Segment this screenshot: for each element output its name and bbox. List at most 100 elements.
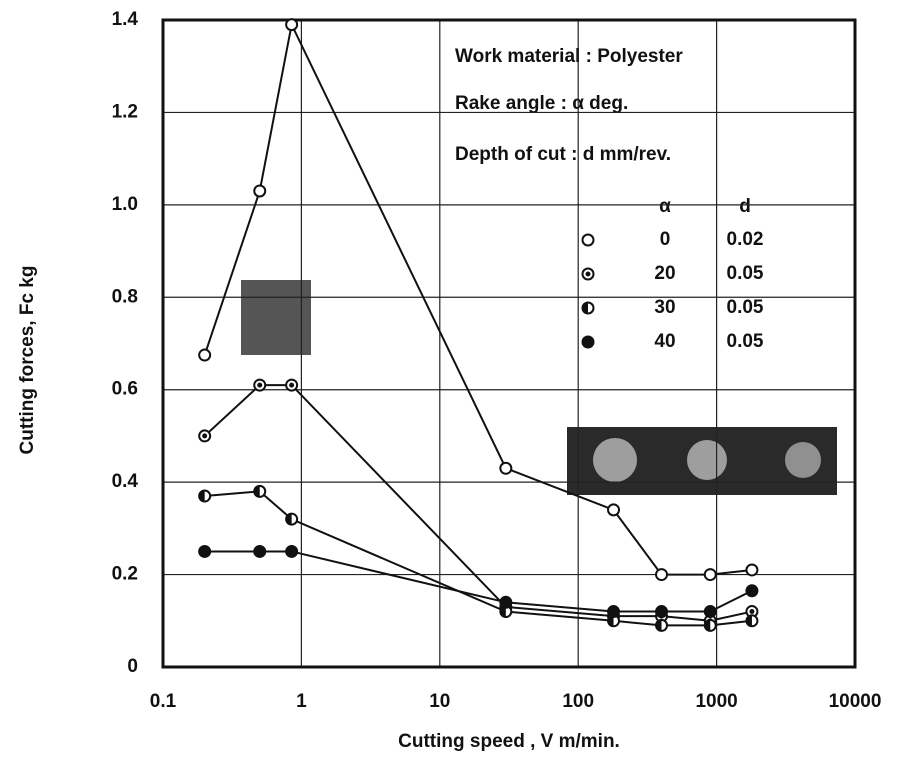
marker [198, 489, 212, 503]
x-tick-label: 10000 [829, 691, 882, 712]
marker-part [285, 18, 299, 32]
legend-label: 0.05 [727, 263, 764, 284]
marker-part [607, 605, 621, 619]
legend-header: d [739, 196, 751, 217]
legend-label: 30 [654, 297, 675, 318]
marker-part [581, 335, 595, 349]
legend-label: 40 [654, 331, 675, 352]
marker-part [253, 184, 267, 198]
marker [499, 461, 513, 475]
marker-part [202, 433, 208, 439]
series-line [203, 384, 753, 622]
marker-part [199, 490, 205, 502]
marker [253, 544, 267, 558]
marker [581, 301, 595, 315]
annotation: Work material : Polyester [455, 46, 683, 67]
marker-part [286, 513, 292, 525]
marker-part [745, 563, 759, 577]
marker [655, 618, 669, 632]
marker-part [500, 606, 506, 618]
photo-spot [593, 438, 637, 482]
marker-part [607, 503, 621, 517]
marker-part [585, 271, 591, 277]
marker [285, 544, 299, 558]
marker-part [257, 382, 263, 388]
marker [745, 614, 759, 628]
marker [499, 595, 513, 609]
y-tick-label: 1.2 [112, 101, 138, 122]
marker-part [703, 605, 717, 619]
photo-spot [785, 442, 821, 478]
x-tick-label: 10 [429, 691, 450, 712]
marker [655, 605, 669, 619]
legend-label: 0.05 [727, 297, 764, 318]
plot-frame [161, 18, 857, 669]
marker [703, 618, 717, 632]
marker [655, 568, 669, 582]
marker [581, 233, 595, 247]
marker [703, 605, 717, 619]
marker-part [581, 233, 595, 247]
surface-photo [241, 280, 311, 355]
y-tick-label: 0.6 [112, 379, 138, 400]
marker [285, 378, 299, 392]
marker [607, 614, 621, 628]
series-line [204, 550, 753, 613]
marker-part [499, 461, 513, 475]
y-tick-label: 0 [127, 656, 138, 677]
marker-part [655, 568, 669, 582]
marker [253, 184, 267, 198]
photo-spot [687, 440, 727, 480]
x-axis-label: Cutting speed , V m/min. [398, 731, 620, 752]
marker [198, 348, 212, 362]
x-tick-label: 1 [296, 691, 307, 712]
marker [285, 18, 299, 32]
y-axis-label: Cutting forces, Fc kg [17, 266, 38, 455]
marker [745, 563, 759, 577]
marker-part [703, 568, 717, 582]
legend-label: 0 [660, 229, 671, 250]
marker-part [746, 615, 752, 627]
marker-part [608, 615, 614, 627]
marker [198, 429, 212, 443]
x-tick-label: 100 [562, 691, 594, 712]
series-line [203, 21, 753, 576]
marker-part [704, 619, 711, 631]
marker-part [655, 605, 669, 619]
marker-part [198, 348, 212, 362]
marker [703, 568, 717, 582]
y-tick-label: 1.0 [112, 194, 138, 215]
marker-part [582, 302, 588, 314]
marker [198, 544, 212, 558]
legend-label: 20 [654, 263, 675, 284]
marker-part [289, 382, 295, 388]
marker-part [749, 609, 755, 615]
y-tick-label: 1.4 [112, 9, 139, 30]
marker-part [656, 619, 662, 631]
marker-part [499, 595, 513, 609]
marker [581, 267, 595, 281]
annotation: Rake angle : α deg. [455, 93, 628, 114]
marker [745, 584, 759, 598]
marker-part [745, 584, 759, 598]
marker [607, 605, 621, 619]
marker [285, 512, 299, 526]
marker [253, 378, 267, 392]
marker [253, 484, 267, 498]
marker [607, 503, 621, 517]
annotation: Depth of cut : d mm/rev. [455, 144, 671, 165]
y-tick-label: 0.8 [112, 286, 138, 307]
marker [581, 335, 595, 349]
legend-label: 0.02 [727, 229, 764, 250]
marker-part [285, 544, 299, 558]
x-tick-label: 0.1 [150, 691, 177, 712]
x-tick-label: 1000 [695, 691, 737, 712]
legend-label: 0.05 [727, 331, 764, 352]
marker-part [198, 544, 212, 558]
series-line [204, 490, 753, 627]
marker-part [253, 544, 267, 558]
y-tick-label: 0.2 [112, 564, 138, 585]
marker-part [254, 485, 260, 497]
legend-header: α [659, 196, 671, 217]
